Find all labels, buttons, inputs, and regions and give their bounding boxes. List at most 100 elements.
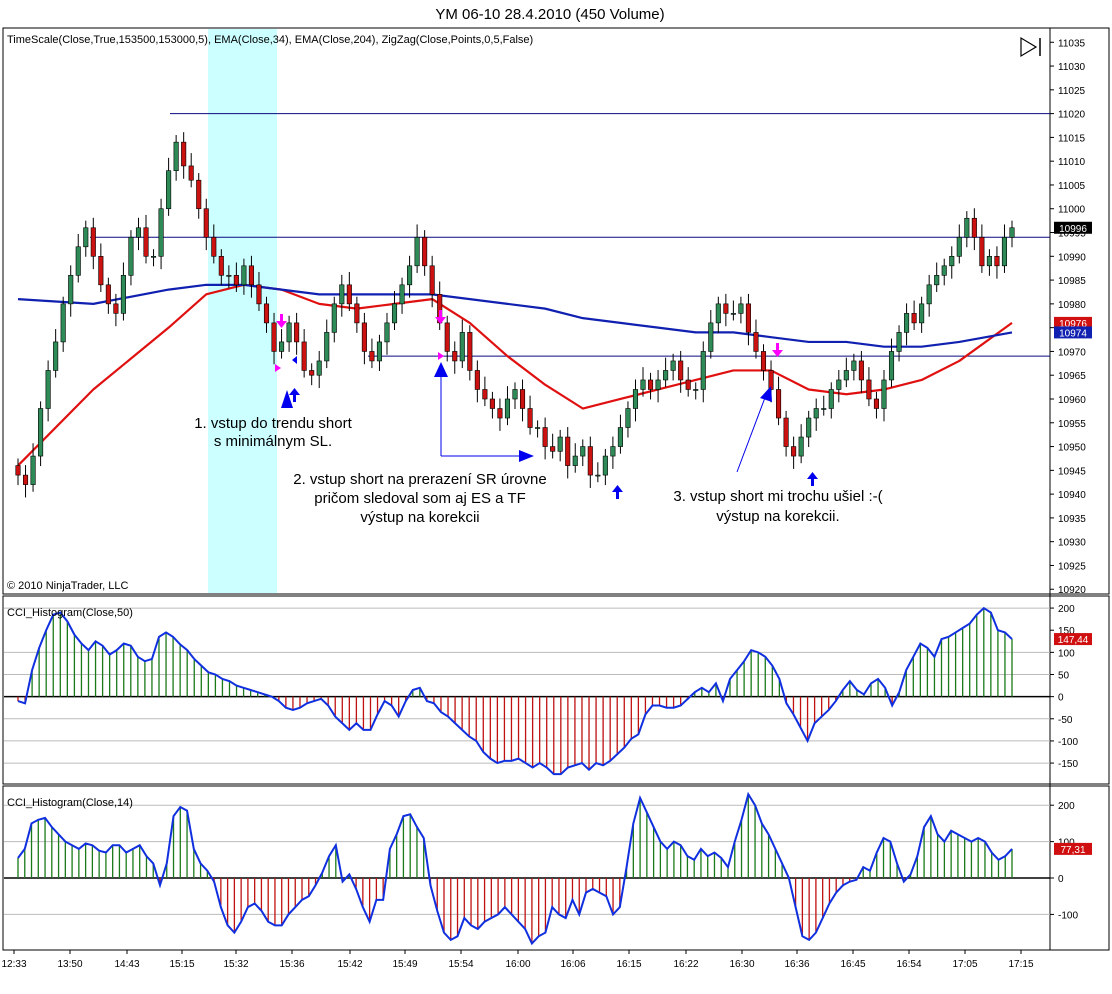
candle-body <box>158 208 164 257</box>
price-tick-label: 10965 <box>1058 371 1086 382</box>
candle-body <box>120 275 126 314</box>
candle-body <box>53 341 59 371</box>
candle-body <box>211 236 217 257</box>
price-tick-label: 11005 <box>1058 181 1086 192</box>
cci-tick-label: -50 <box>1058 715 1073 726</box>
copyright-label: © 2010 NinjaTrader, LLC <box>7 580 128 592</box>
time-tick-label: 16:45 <box>840 959 865 970</box>
candle-body <box>873 398 879 409</box>
price-tick-label: 11035 <box>1058 38 1086 49</box>
candle-body <box>986 256 992 267</box>
candle-body <box>241 265 247 286</box>
scroll-to-end-icon[interactable] <box>1020 36 1041 58</box>
candle-body <box>75 246 81 276</box>
candle-body <box>753 332 759 352</box>
annotation-2-line-3: výstup na korekcii <box>360 509 479 526</box>
cci-tick-label: 150 <box>1058 626 1075 637</box>
price-y-axis: 11035 11030 11025 11020 11015 11010 11005 11000… <box>1050 38 1086 596</box>
candle-body <box>226 275 232 277</box>
candle-body <box>738 303 744 314</box>
ema204-line <box>17 283 1013 348</box>
annotation-2: 2. vstup short na prerazení SR úrovne pr… <box>293 471 546 526</box>
candles <box>15 132 1015 498</box>
candle-body <box>708 322 714 352</box>
last-price-badge <box>1054 221 1092 234</box>
time-tick-label: 17:15 <box>1008 959 1033 970</box>
candle-body <box>309 370 315 376</box>
cci-tick-label: 200 <box>1058 801 1075 812</box>
candle-body <box>979 236 985 267</box>
candle-body <box>610 446 616 457</box>
candle-body <box>640 379 646 390</box>
candle-body <box>324 332 330 362</box>
candle-body <box>331 303 337 333</box>
candle-body <box>30 455 36 485</box>
annotation-2-line-1: 2. vstup short na prerazení SR úrovne <box>293 471 546 488</box>
chart-title: YM 06-10 28.4.2010 (450 Volume) <box>435 6 664 23</box>
candle-body <box>422 236 428 267</box>
candle-body <box>971 217 977 238</box>
cci-tick-label: -100 <box>1058 737 1078 748</box>
candle-body <box>38 408 44 457</box>
cci-tick-label: 100 <box>1058 648 1075 659</box>
time-x-axis: 12:33 13:50 14:43 15:15 15:32 15:36 15:42 15:49… <box>1 950 1034 970</box>
cci-tick-label: 200 <box>1058 604 1075 615</box>
candle-body <box>595 474 601 477</box>
candle-body <box>836 379 842 390</box>
candle-body <box>949 256 955 267</box>
candle-body <box>181 141 187 167</box>
time-tick-label: 16:06 <box>560 959 585 970</box>
price-tick-label: 11015 <box>1058 133 1086 144</box>
price-tick-label: 11025 <box>1058 86 1086 97</box>
candle-body <box>60 303 66 343</box>
time-tick-label: 15:49 <box>392 959 417 970</box>
candle-body <box>218 256 224 276</box>
candle-body <box>263 303 270 324</box>
candle-body <box>294 322 300 343</box>
candle-body <box>565 436 571 466</box>
annotation-1: 1. vstup do trendu short s minimálnym SL… <box>194 415 352 450</box>
ema204-badge-text: 10974 <box>1059 328 1087 339</box>
candle-body <box>911 313 917 324</box>
cci14-label: CCI_Histogram(Close,14) <box>7 797 133 809</box>
candle-body <box>813 408 819 419</box>
candle-body <box>316 360 322 376</box>
candle-body <box>301 341 307 371</box>
candle-body <box>399 284 405 305</box>
candle-body <box>474 370 480 390</box>
ema34-badge <box>1054 316 1092 329</box>
candle-body <box>956 236 962 257</box>
candle-body <box>843 370 849 381</box>
candle-body <box>497 408 503 419</box>
candle-body <box>678 360 684 381</box>
candle-body <box>429 265 435 295</box>
candle-body <box>369 351 375 362</box>
candle-body <box>1009 227 1015 238</box>
cci-tick-label: -100 <box>1058 910 1078 921</box>
cci50-label: CCI_Histogram(Close,50) <box>7 607 133 619</box>
candle-body <box>22 474 29 485</box>
price-tick-label: 11030 <box>1058 62 1086 73</box>
candle-body <box>715 303 721 324</box>
cci-tick-label: 0 <box>1058 693 1064 704</box>
candle-body <box>655 379 661 390</box>
cci-tick-label: -150 <box>1058 759 1078 770</box>
candle-body <box>512 389 518 400</box>
candle-body <box>625 408 631 428</box>
price-tick-label: 10940 <box>1058 490 1086 501</box>
candle-body <box>851 360 857 371</box>
candle-body <box>361 322 367 352</box>
candle-body <box>248 265 254 286</box>
candle-body <box>798 436 804 457</box>
candle-body <box>617 427 623 447</box>
annotation-3-line-1: 3. vstup short mi trochu ušiel :-( <box>673 488 882 505</box>
candle-body <box>723 303 729 314</box>
candle-body <box>685 379 691 390</box>
candle-body <box>444 322 450 352</box>
cci50-panel: 200 150 100 50 0 -50 -100 -150 147,44 <box>4 604 1092 776</box>
cci-tick-label: 50 <box>1058 671 1070 682</box>
candle-body <box>881 379 887 409</box>
entry-arrow-icon <box>281 362 772 473</box>
